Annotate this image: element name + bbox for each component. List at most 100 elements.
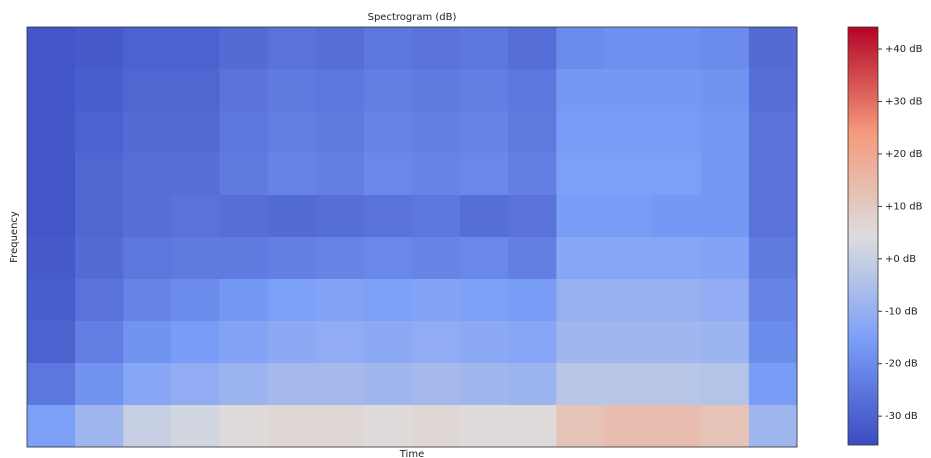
cell [171, 321, 220, 364]
chart-title: Spectrogram (dB) [368, 12, 457, 23]
cell [412, 237, 461, 280]
cell [171, 237, 220, 280]
cell [171, 363, 220, 406]
colorbar-tick-label: -20 dB [885, 359, 918, 370]
cell [219, 69, 269, 112]
cell [748, 363, 798, 406]
cell [556, 27, 605, 70]
cell [460, 279, 509, 322]
cell [556, 279, 605, 322]
cell [267, 111, 317, 154]
cell [267, 405, 317, 448]
cell [219, 279, 269, 322]
cell [219, 195, 269, 238]
cell [412, 111, 461, 154]
cell [171, 69, 220, 112]
cell [460, 195, 509, 238]
cell [27, 237, 76, 280]
cell [652, 363, 702, 406]
cell [75, 111, 124, 154]
cell [315, 279, 365, 322]
cell [75, 321, 124, 364]
cell [508, 321, 557, 364]
cell [315, 405, 365, 448]
cell [171, 279, 220, 322]
cell [315, 237, 365, 280]
colorbar [847, 26, 879, 446]
x-axis-label: Time [399, 449, 424, 458]
cell [604, 153, 654, 196]
cell [219, 405, 269, 448]
cell [219, 27, 269, 70]
cell [412, 405, 461, 448]
cell [171, 195, 220, 238]
cell [460, 111, 509, 154]
colorbar-tick-label: +40 dB [885, 44, 923, 55]
cell [508, 111, 557, 154]
cell [219, 237, 269, 280]
cell [171, 153, 220, 196]
cell [412, 27, 461, 70]
cell [171, 111, 220, 154]
cell [604, 27, 654, 70]
cell [652, 237, 702, 280]
cell [604, 111, 654, 154]
cell [75, 363, 124, 406]
cell [363, 111, 413, 154]
cell [508, 153, 557, 196]
cell [219, 321, 269, 364]
cell [123, 405, 172, 448]
cell [652, 279, 702, 322]
cell [267, 195, 317, 238]
cell [171, 27, 220, 70]
cell [652, 153, 702, 196]
cell [748, 153, 798, 196]
cell [267, 321, 317, 364]
cell [460, 321, 509, 364]
cell [363, 363, 413, 406]
cell [315, 111, 365, 154]
cell [700, 27, 750, 70]
cell [75, 153, 124, 196]
cell [27, 321, 76, 364]
colorbar-tick-label: +20 dB [885, 149, 923, 160]
cell [123, 279, 172, 322]
cell [556, 153, 605, 196]
cell [412, 321, 461, 364]
cell [604, 363, 654, 406]
colorbar-tick-label: -30 dB [885, 411, 918, 422]
y-axis-label: Frequency [9, 211, 20, 263]
cell [652, 321, 702, 364]
cell [700, 279, 750, 322]
cell [315, 321, 365, 364]
cell [267, 279, 317, 322]
cell [652, 405, 702, 448]
cell [748, 279, 798, 322]
cell [700, 237, 750, 280]
cell [412, 69, 461, 112]
cell [363, 237, 413, 280]
cell [123, 69, 172, 112]
cell [460, 153, 509, 196]
cell [700, 405, 750, 448]
cell [556, 69, 605, 112]
cell [412, 195, 461, 238]
cell [363, 405, 413, 448]
cell [267, 69, 317, 112]
cell [700, 69, 750, 112]
cell [363, 195, 413, 238]
cell [27, 111, 76, 154]
cell [75, 195, 124, 238]
cell [27, 27, 76, 70]
cell [27, 69, 76, 112]
cell [652, 111, 702, 154]
cell [604, 69, 654, 112]
cell [27, 279, 76, 322]
cell [556, 111, 605, 154]
cell [75, 237, 124, 280]
cell [652, 195, 702, 238]
cell [604, 195, 654, 238]
cell [748, 321, 798, 364]
cell [27, 195, 76, 238]
